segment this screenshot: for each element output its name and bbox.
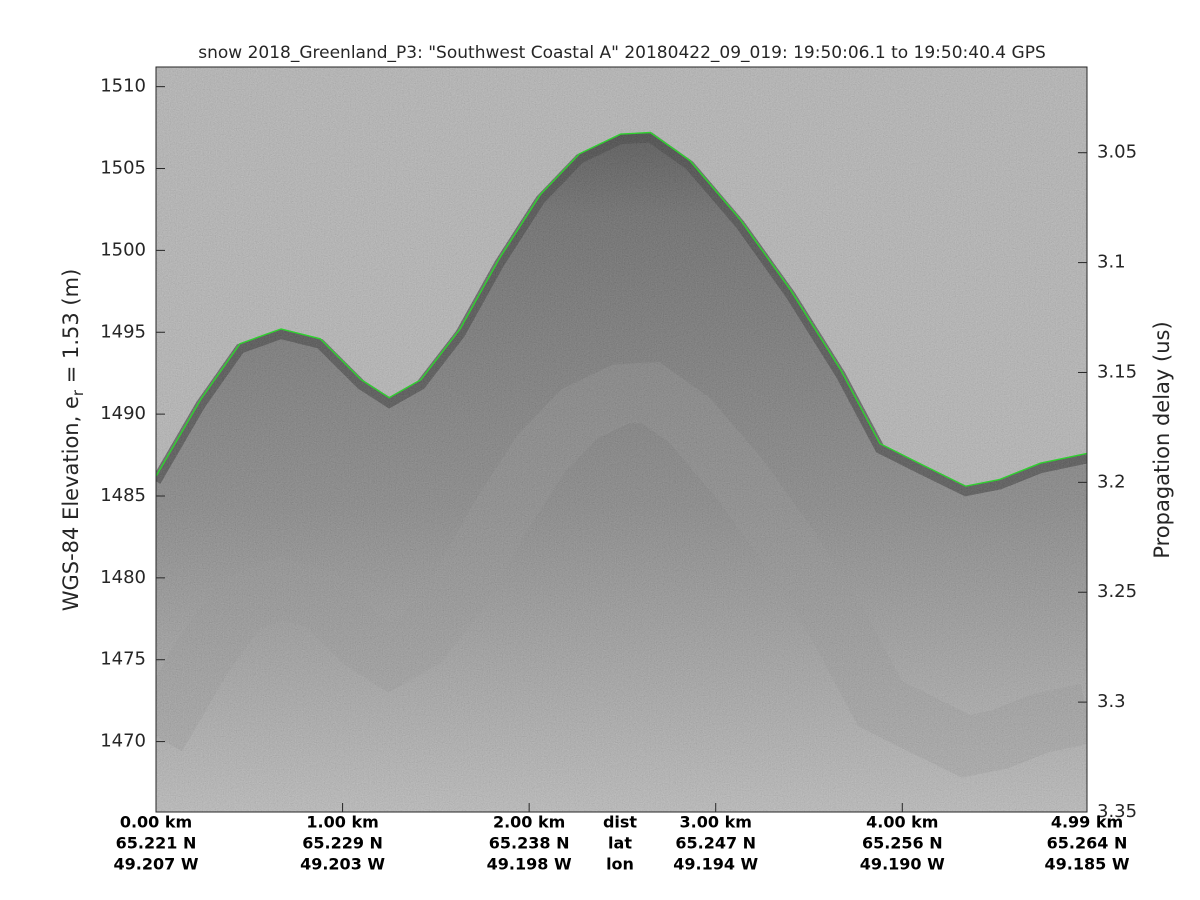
surface-line xyxy=(156,131,1087,487)
y-tick-label: 1485 xyxy=(100,485,146,506)
y-tick-label: 1500 xyxy=(100,239,146,260)
chart-title: snow 2018_Greenland_P3: "Southwest Coast… xyxy=(198,43,1046,63)
lon-label: 49.207 W xyxy=(114,855,199,874)
y-label-subscript: r xyxy=(69,389,87,396)
y-label-main: WGS-84 Elevation, e xyxy=(59,396,83,611)
y-tick-label: 1470 xyxy=(100,731,146,752)
lat-label: 65.256 N xyxy=(862,834,943,853)
y2-tick-label: 3.05 xyxy=(1097,142,1137,163)
row-name: lon xyxy=(606,855,634,874)
lon-label: 49.194 W xyxy=(673,855,758,874)
lon-label: 49.198 W xyxy=(487,855,572,874)
lon-label: 49.185 W xyxy=(1045,855,1130,874)
y-tick-label: 1505 xyxy=(100,158,146,179)
lon-label: 49.203 W xyxy=(300,855,385,874)
y-tick-label: 1475 xyxy=(100,649,146,670)
y2-tick-label: 3.3 xyxy=(1097,691,1126,712)
plot-frame xyxy=(155,66,1088,813)
row-name: dist xyxy=(603,813,637,832)
y2-axis-label: Propagation delay (us) xyxy=(1150,321,1174,558)
lat-label: 65.247 N xyxy=(675,834,756,853)
y-axis-label: WGS-84 Elevation, er = 1.53 (m) xyxy=(59,269,87,612)
x-tick-label: 4.00 km xyxy=(866,813,938,832)
y-label-rest: = 1.53 (m) xyxy=(59,269,83,390)
y-tick-label: 1480 xyxy=(100,567,146,588)
y2-tick-label: 3.2 xyxy=(1097,471,1126,492)
noise-texture xyxy=(156,67,1087,812)
lat-label: 65.221 N xyxy=(116,834,197,853)
layer-group xyxy=(156,131,1087,487)
x-tick-label: 0.00 km xyxy=(120,813,192,832)
lat-label: 65.229 N xyxy=(302,834,383,853)
y2-tick-label: 3.1 xyxy=(1097,252,1126,273)
lat-label: 65.238 N xyxy=(489,834,570,853)
y-tick-label: 1510 xyxy=(100,76,146,97)
y-tick-label: 1495 xyxy=(100,321,146,342)
y-tick-label: 1490 xyxy=(100,403,146,424)
x-tick-label: 2.00 km xyxy=(493,813,565,832)
y2-tick-label: 3.15 xyxy=(1097,361,1137,382)
x-tick-label: 4.99 km xyxy=(1051,813,1123,832)
y2-tick-label: 3.25 xyxy=(1097,581,1137,602)
y2-tick-label: 3.35 xyxy=(1097,801,1137,822)
lon-label: 49.190 W xyxy=(860,855,945,874)
lat-label: 65.264 N xyxy=(1047,834,1128,853)
x-tick-label: 3.00 km xyxy=(680,813,752,832)
x-tick-label: 1.00 km xyxy=(306,813,378,832)
row-name: lat xyxy=(608,834,632,853)
